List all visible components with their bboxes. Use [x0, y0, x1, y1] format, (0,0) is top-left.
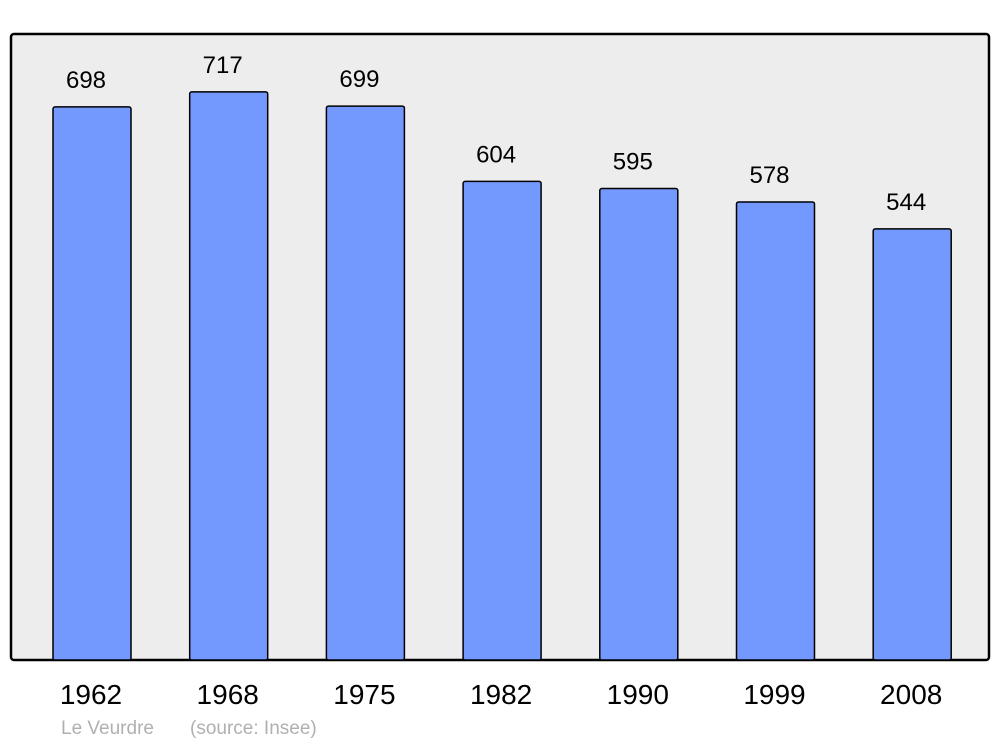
data-label: 578 [749, 162, 789, 189]
data-label: 604 [476, 141, 516, 168]
data-label: 717 [203, 52, 243, 79]
footer-source: (source: Insee) [190, 718, 317, 739]
x-tick-label: 1982 [470, 679, 532, 710]
bar-1990 [599, 187, 679, 661]
x-tick-label: 1975 [333, 679, 395, 710]
footer-place: Le Veurdre [61, 718, 154, 739]
bar-1962 [52, 106, 132, 661]
x-tick-label: 2008 [880, 679, 942, 710]
x-tick-label: 1990 [607, 679, 669, 710]
bar-1968 [188, 91, 269, 661]
x-tick-label: 1962 [60, 679, 122, 710]
bar-1982 [462, 180, 542, 661]
x-tick-label: 1999 [743, 679, 805, 710]
bar-1975 [325, 105, 406, 661]
bar-1999 [735, 201, 816, 661]
data-label: 699 [339, 66, 379, 93]
x-tick-label: 1968 [197, 679, 259, 710]
data-label: 544 [886, 189, 926, 216]
data-label: 595 [613, 149, 653, 176]
data-label: 698 [66, 67, 106, 94]
bar-2008 [872, 228, 952, 661]
